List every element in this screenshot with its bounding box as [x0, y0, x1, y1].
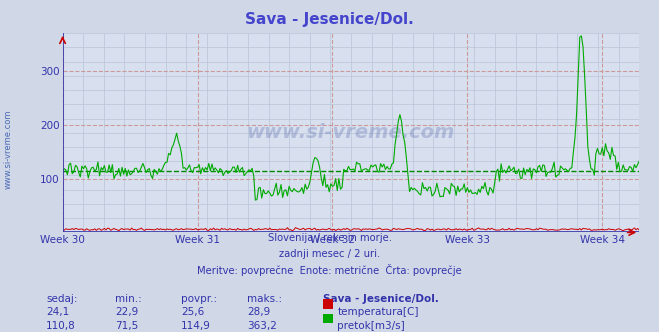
Text: Sava - Jesenice/Dol.: Sava - Jesenice/Dol.	[323, 294, 439, 304]
Text: 24,1: 24,1	[46, 307, 69, 317]
Text: 22,9: 22,9	[115, 307, 138, 317]
Text: Meritve: povprečne  Enote: metrične  Črta: povprečje: Meritve: povprečne Enote: metrične Črta:…	[197, 264, 462, 276]
Text: temperatura[C]: temperatura[C]	[337, 307, 419, 317]
Text: 363,2: 363,2	[247, 321, 277, 331]
Text: zadnji mesec / 2 uri.: zadnji mesec / 2 uri.	[279, 249, 380, 259]
Text: www.si-vreme.com: www.si-vreme.com	[246, 123, 455, 142]
Text: 114,9: 114,9	[181, 321, 211, 331]
Text: 25,6: 25,6	[181, 307, 204, 317]
Text: min.:: min.:	[115, 294, 142, 304]
Text: povpr.:: povpr.:	[181, 294, 217, 304]
Text: 28,9: 28,9	[247, 307, 270, 317]
Text: pretok[m3/s]: pretok[m3/s]	[337, 321, 405, 331]
Text: maks.:: maks.:	[247, 294, 282, 304]
Text: 110,8: 110,8	[46, 321, 76, 331]
Text: sedaj:: sedaj:	[46, 294, 78, 304]
Text: www.si-vreme.com: www.si-vreme.com	[3, 110, 13, 189]
Text: Slovenija / reke in morje.: Slovenija / reke in morje.	[268, 233, 391, 243]
Text: 71,5: 71,5	[115, 321, 138, 331]
Text: Sava - Jesenice/Dol.: Sava - Jesenice/Dol.	[245, 12, 414, 27]
